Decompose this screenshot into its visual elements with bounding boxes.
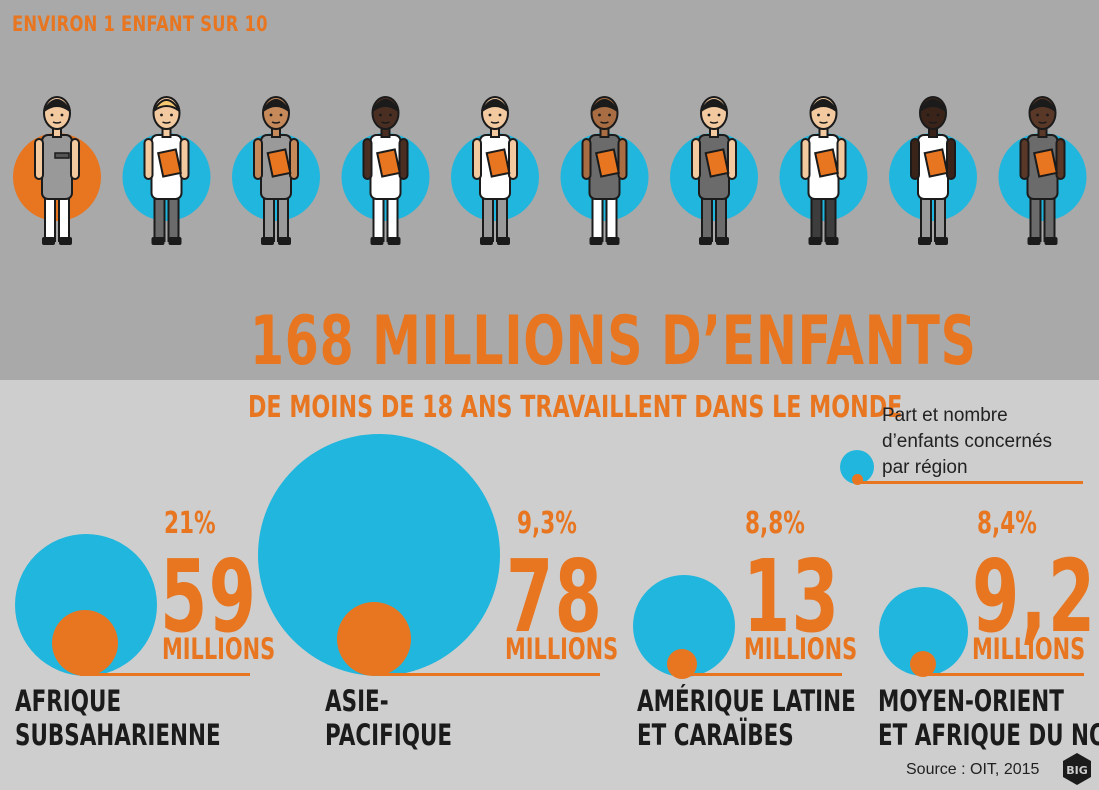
child-figure [998,96,1087,245]
child-figure [13,96,101,245]
legend-text: Part et nombre d’enfants concernés par r… [882,403,1052,481]
region-name-line-2: PACIFIQUE [325,718,453,752]
region-circle-share [52,610,118,676]
region-name-line-1: AMÉRIQUE LATINE [637,684,856,718]
region-share-label: 21% [164,506,216,541]
region-unit-label: MILLIONS [505,632,619,666]
region-name-line-2: ET CARAÏBES [637,718,794,752]
region-share-label: 8,8% [745,506,805,541]
children-row [13,96,1087,245]
child-figure [560,96,649,245]
region-value-label: 78 [506,538,604,655]
region-circle-share [910,651,936,677]
region-name-line-2: SUBSAHARIENNE [15,718,221,752]
legend-small-circle [852,474,863,485]
region-name: AFRIQUE SUBSAHARIENNE [15,684,221,752]
legend-underline [857,481,1083,484]
subheadline: DE MOINS DE 18 ANS TRAVAILLENT DANS LE M… [248,390,903,425]
region-share-label: 9,3% [517,506,577,541]
child-figure [341,96,430,245]
region-name-line-2: ET AFRIQUE DU NORD [878,718,1099,752]
legend-line-3: par région [882,457,968,478]
region-unit-label: MILLIONS [162,632,276,666]
ratio-label: ENVIRON 1 ENFANT SUR 10 [12,12,268,36]
region-name: ASIE- PACIFIQUE [325,684,452,752]
child-figure [232,96,320,245]
region-name-line-1: MOYEN-ORIENT [878,684,1064,718]
region-baseline [378,673,600,676]
child-figure [670,96,758,245]
region-baseline [924,673,1084,676]
region-name-line-1: ASIE- [325,684,389,718]
child-figure [451,96,539,245]
region-value-label: 13 [743,538,841,655]
region-share-label: 8,4% [977,506,1037,541]
region-baseline [80,673,250,676]
legend-line-1: Part et nombre [882,405,1008,426]
child-figure [889,96,977,245]
child-figure [122,96,211,245]
region-name-line-1: AFRIQUE [15,684,122,718]
region-baseline [682,673,842,676]
region-name: AMÉRIQUE LATINE ET CARAÏBES [637,684,856,752]
headline: 168 MILLIONS D’ENFANTS [250,302,977,381]
publisher-logo-text: BIG [1066,764,1088,777]
source-note: Source : OIT, 2015 [906,761,1040,778]
region-value-label: 59 [160,538,258,655]
legend-line-2: d’enfants concernés [882,431,1053,452]
child-figure [779,96,868,245]
publisher-logo: BIG [1063,753,1091,785]
region-unit-label: MILLIONS [972,632,1086,666]
region-unit-label: MILLIONS [744,632,858,666]
region-name: MOYEN-ORIENT ET AFRIQUE DU NORD [878,684,1099,752]
region-value-label: 9,2 [972,538,1097,655]
region-circle-share [337,602,411,676]
